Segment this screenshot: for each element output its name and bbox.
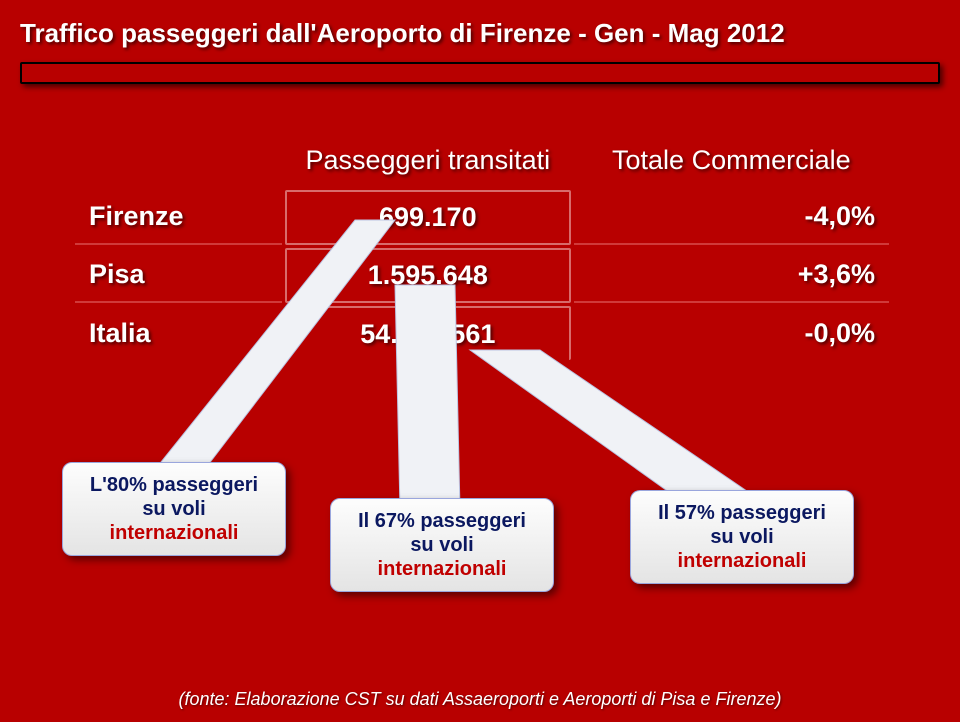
row-label: Italia [75, 306, 282, 360]
row-delta: -4,0% [574, 190, 889, 245]
table-row: Italia 54.741.561 -0,0% [75, 306, 889, 360]
callout-text: su voli [710, 526, 773, 548]
row-label: Pisa [75, 248, 282, 303]
slide-title: Traffico passeggeri dall'Aeroporto di Fi… [20, 18, 785, 49]
callout-text: Il 67% passeggeri [358, 510, 526, 532]
callout-pisa: Il 67% passeggeri su voli internazionali [330, 498, 554, 592]
callout-highlight: internazionali [678, 550, 807, 572]
table-row: Firenze 699.170 -4,0% [75, 190, 889, 245]
callout-text: su voli [142, 498, 205, 520]
row-delta: -0,0% [574, 306, 889, 360]
header-blank [75, 133, 282, 187]
callout-highlight: internazionali [110, 522, 239, 544]
header-total: Totale Commerciale [574, 133, 889, 187]
table-row: Pisa 1.595.648 +3,6% [75, 248, 889, 303]
row-delta: +3,6% [574, 248, 889, 303]
callout-text: Il 57% passeggeri [658, 502, 826, 524]
callout-highlight: internazionali [378, 558, 507, 580]
callout-italia: Il 57% passeggeri su voli internazionali [630, 490, 854, 584]
header-passengers: Passeggeri transitati [285, 133, 571, 187]
row-label: Firenze [75, 190, 282, 245]
row-passengers: 1.595.648 [285, 248, 571, 303]
callout-text: L'80% passeggeri [90, 474, 258, 496]
source-footer: (fonte: Elaborazione CST su dati Assaero… [0, 689, 960, 710]
row-passengers: 54.741.561 [285, 306, 571, 360]
traffic-table: Passeggeri transitati Totale Commerciale… [72, 130, 892, 363]
callout-firenze: L'80% passeggeri su voli internazionali [62, 462, 286, 556]
row-passengers: 699.170 [285, 190, 571, 245]
callout-text: su voli [410, 534, 473, 556]
title-divider [20, 62, 940, 84]
